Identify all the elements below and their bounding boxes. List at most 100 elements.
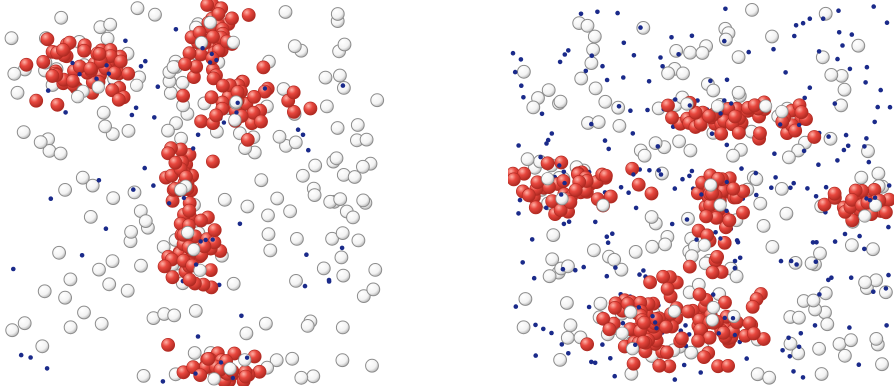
embedded-small-particle (633, 342, 638, 347)
embedded-small-particle (716, 331, 721, 336)
free-sphere (240, 199, 255, 214)
free-sphere (560, 330, 575, 345)
free-sphere (106, 191, 121, 206)
small-particle (687, 173, 692, 179)
free-sphere (329, 151, 344, 166)
small-particle (744, 356, 749, 361)
embedded-free-sphere (704, 178, 718, 192)
cluster-sphere (556, 174, 571, 188)
embedded-small-particle (650, 314, 655, 319)
cluster-sphere (182, 272, 197, 287)
free-sphere (871, 166, 886, 181)
small-particle (562, 52, 568, 57)
cluster-sphere (652, 358, 667, 373)
cluster-sphere (721, 358, 735, 373)
free-sphere (334, 250, 349, 265)
small-particle (864, 136, 869, 141)
cluster-sphere (817, 197, 832, 212)
cluster-sphere (710, 249, 724, 264)
small-particle (857, 233, 862, 239)
small-particle (631, 53, 637, 58)
small-particle (583, 68, 589, 74)
free-sphere (866, 242, 880, 257)
small-particle (616, 104, 622, 109)
small-particle (195, 132, 201, 138)
embedded-small-particle (77, 72, 82, 77)
free-sphere (300, 319, 315, 333)
free-sphere (520, 152, 535, 167)
free-sphere (161, 123, 175, 138)
small-particle (737, 255, 743, 261)
small-particle (602, 138, 608, 143)
free-sphere (175, 75, 190, 90)
free-sphere (587, 29, 602, 44)
small-particle (655, 144, 661, 149)
small-particle (573, 267, 578, 273)
embedded-free-sphere (705, 313, 719, 327)
free-sphere (52, 245, 66, 260)
cluster-sphere (603, 189, 618, 204)
free-sphere (54, 10, 69, 25)
free-sphere (672, 134, 687, 149)
cluster-sphere (731, 125, 746, 140)
small-particle (512, 69, 518, 75)
small-particle (792, 33, 797, 39)
small-particle (681, 362, 687, 368)
small-particle (800, 20, 806, 26)
free-sphere (254, 173, 269, 188)
cluster-sphere (702, 330, 717, 345)
embedded-small-particle (699, 192, 704, 197)
embedded-small-particle (209, 51, 214, 57)
free-sphere (526, 100, 541, 115)
free-sphere (278, 5, 293, 19)
free-sphere (706, 83, 721, 98)
cluster-sphere (674, 331, 689, 346)
free-sphere (7, 66, 22, 81)
free-sphere (516, 320, 531, 335)
small-particle (683, 323, 688, 328)
small-particle (835, 158, 840, 163)
free-sphere (77, 305, 91, 320)
small-particle (884, 323, 889, 328)
embedded-small-particle (234, 110, 239, 115)
free-sphere (316, 261, 331, 276)
embedded-free-sphere (555, 192, 569, 206)
cluster-sphere (193, 368, 208, 382)
free-sphere (320, 99, 334, 114)
small-particle (626, 190, 631, 195)
cluster-sphere (691, 333, 705, 348)
embedded-small-particle (70, 60, 75, 66)
embedded-small-particle (203, 237, 208, 243)
small-particle (45, 88, 51, 93)
free-sphere (226, 276, 241, 291)
cluster-sphere (83, 61, 98, 76)
free-sphere (94, 316, 109, 331)
free-sphere (765, 240, 780, 254)
free-sphere (98, 119, 112, 134)
embedded-small-particle (559, 192, 564, 197)
small-particle (875, 104, 880, 110)
free-sphere (283, 204, 298, 219)
small-particle (302, 283, 308, 289)
small-particle (559, 342, 565, 347)
free-sphere (120, 283, 135, 298)
small-particle (658, 172, 664, 177)
free-sphere (261, 208, 275, 223)
free-sphere (837, 82, 852, 97)
cluster-sphere (697, 350, 711, 364)
small-particle (138, 64, 144, 69)
free-sphere (832, 337, 847, 351)
small-particle (646, 79, 652, 84)
free-sphere (580, 18, 595, 33)
free-sphere (593, 296, 608, 311)
cluster-sphere (746, 326, 761, 341)
small-particle (886, 183, 892, 188)
cluster-sphere (286, 85, 301, 100)
free-sphere (598, 94, 613, 109)
free-sphere (272, 129, 287, 144)
embedded-small-particle (104, 63, 109, 68)
free-sphere (779, 206, 794, 221)
cluster-sphere (718, 295, 732, 310)
cluster-sphere (608, 300, 622, 315)
free-sphere (545, 252, 560, 267)
